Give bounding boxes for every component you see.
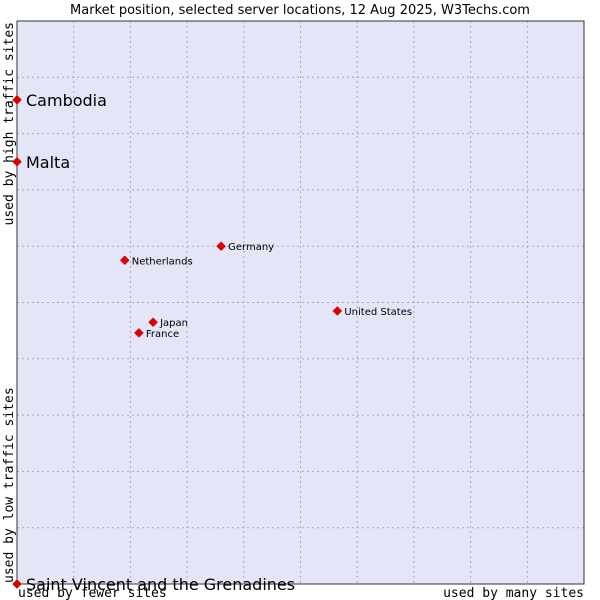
x-axis-label-right: used by many sites: [443, 586, 584, 600]
grid-lines: [17, 21, 584, 584]
data-label-malta: Malta: [26, 153, 70, 172]
data-point-france: [134, 328, 144, 338]
data-label-united-states: United States: [344, 307, 412, 318]
y-axis-label-top: used by high traffic sites: [2, 22, 17, 226]
data-point-netherlands: [119, 255, 130, 266]
data-points: Cambodia Malta Germany Netherlands United St…: [12, 91, 412, 594]
data-point-cambodia: [12, 94, 22, 105]
data-label-japan: Japan: [159, 318, 188, 329]
data-point-malta: [12, 156, 22, 167]
data-label-france: France: [146, 329, 179, 340]
data-label-netherlands: Netherlands: [132, 256, 193, 267]
plot-frame: [16, 20, 585, 585]
chart-title: Market position, selected server locatio…: [70, 3, 530, 18]
x-axis-label-left: used by fewer sites: [18, 586, 167, 600]
data-point-japan: [148, 317, 158, 328]
data-point-germany: [216, 241, 226, 252]
data-label-germany: Germany: [228, 242, 274, 253]
data-point-saint-vincent-and-the-grenadines: [12, 579, 22, 589]
y-axis-label-bottom: used by low traffic sites: [2, 387, 17, 583]
data-point-united-states: [332, 306, 343, 316]
data-label-cambodia: Cambodia: [26, 91, 107, 110]
data-label-saint-vincent-and-the-grenadines: Saint Vincent and the Grenadines: [26, 575, 295, 594]
